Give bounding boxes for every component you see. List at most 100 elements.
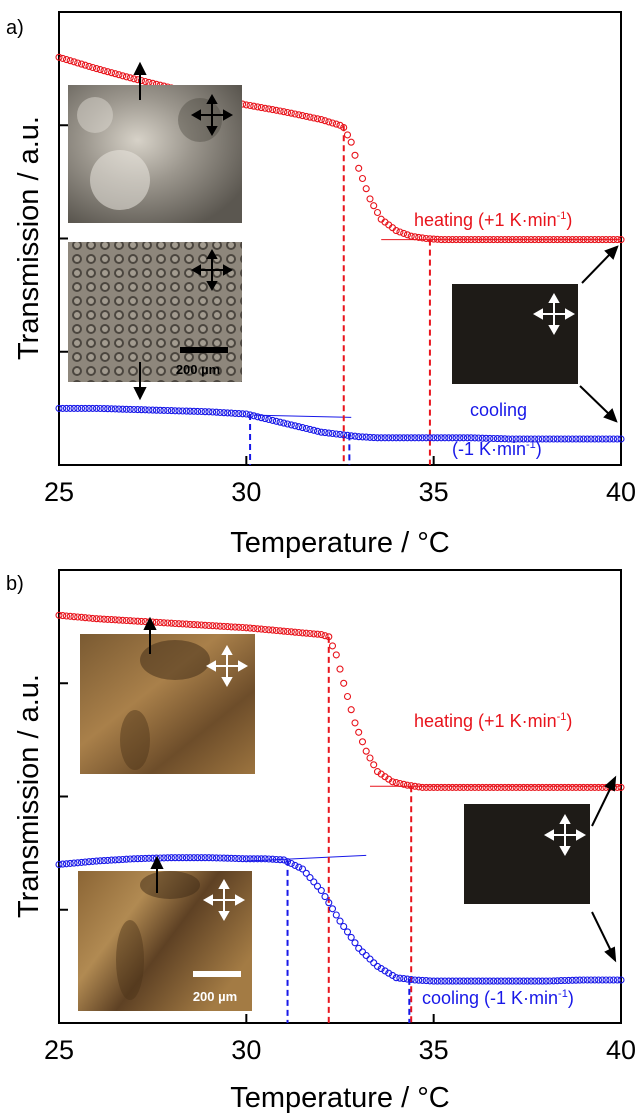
heating-point (81, 61, 89, 69)
heating-point (486, 783, 494, 791)
heating-point (340, 679, 348, 687)
heating-point (156, 618, 164, 627)
micrograph-cooling: 200 µm (78, 871, 252, 1011)
heating-point (332, 120, 340, 128)
heating-point (418, 234, 426, 242)
cooling-point (77, 404, 86, 412)
cooling-point (475, 434, 483, 442)
cooling-point (478, 977, 486, 985)
heating-point (336, 665, 344, 673)
heating-point (430, 783, 438, 791)
cooling-point (115, 405, 123, 413)
cooling-point (609, 976, 618, 984)
cooling-point (411, 976, 419, 984)
cooling-point (107, 856, 116, 864)
heating-point (598, 783, 606, 791)
cooling-point (508, 977, 516, 985)
cooling-point (92, 857, 101, 865)
cooling-point (287, 859, 295, 868)
cooling-point (149, 406, 157, 414)
heating-point (254, 103, 262, 111)
heating-point (66, 612, 74, 620)
cooling-point (400, 975, 408, 983)
heating-point (310, 114, 318, 122)
heating-point (66, 57, 74, 65)
heating-point (355, 164, 363, 172)
cooling-point (613, 976, 621, 984)
cooling-point (122, 405, 130, 413)
heating-point (561, 236, 569, 244)
cooling-point (448, 434, 456, 442)
heating-point (332, 651, 340, 659)
heating-point (497, 783, 505, 791)
heating-point (280, 108, 288, 116)
heating-point (55, 53, 63, 61)
cooling-point (81, 858, 89, 866)
crossed-polarizer-icon (190, 248, 234, 292)
heating-point (415, 233, 423, 241)
heating-point (59, 54, 67, 62)
cooling-point (224, 854, 232, 862)
cooling-point (505, 977, 513, 985)
heating-point (512, 236, 520, 244)
heating-point (392, 779, 400, 787)
heating-point (460, 236, 468, 244)
cooling-point (175, 854, 183, 862)
cooling-point (122, 855, 130, 863)
heating-point (463, 783, 471, 791)
heating-point (107, 69, 116, 77)
cooling-point (542, 435, 550, 443)
cooling-point (197, 854, 205, 862)
cooling-point (351, 432, 359, 440)
cooling-point (77, 858, 86, 866)
cooling-point (437, 977, 445, 985)
cooling-point (568, 435, 576, 443)
cooling-point (134, 855, 142, 863)
heating-point (478, 783, 486, 791)
cooling-point (317, 886, 325, 895)
heating-point (310, 630, 318, 638)
cooling-point (276, 418, 284, 426)
heating-point (302, 112, 310, 120)
cooling-point (265, 415, 273, 424)
heating-point (194, 621, 202, 629)
heating-point (452, 236, 460, 244)
cooling-point (553, 977, 561, 985)
cooling-point (550, 977, 558, 985)
cooling-point (231, 854, 239, 862)
cooling-point (426, 977, 434, 985)
heating-point (531, 236, 539, 244)
heating-point (407, 232, 415, 240)
cooling-point (85, 858, 93, 866)
cooling-label: cooling (-1 K·min-1) (422, 988, 574, 1008)
heating-point (490, 783, 498, 791)
heating-point (250, 624, 258, 632)
cooling-point (355, 433, 363, 441)
x-tick-label: 30 (231, 477, 261, 507)
heating-point (564, 783, 573, 791)
heating-point (460, 783, 468, 791)
cooling-point (74, 404, 82, 412)
cooling-point (111, 405, 119, 413)
heating-point (137, 77, 145, 85)
heating-point (216, 622, 224, 630)
cooling-point (261, 415, 269, 423)
cooling-point (460, 977, 468, 985)
cooling-point (130, 405, 138, 414)
heating-point (523, 783, 531, 791)
heating-point (119, 72, 127, 80)
heating-point (261, 625, 269, 634)
micrograph-isotropic (452, 284, 578, 384)
cooling-point (370, 959, 378, 967)
cooling-point (212, 408, 220, 416)
cooling-point (508, 435, 516, 443)
heating-point (164, 619, 172, 627)
heating-point (111, 70, 119, 78)
cooling-point (343, 928, 352, 936)
cooling-point (561, 976, 569, 985)
cooling-point (482, 434, 490, 442)
heating-point (546, 236, 554, 244)
cooling-point (538, 435, 546, 443)
heating-point (179, 620, 187, 628)
cooling-point (81, 404, 89, 412)
